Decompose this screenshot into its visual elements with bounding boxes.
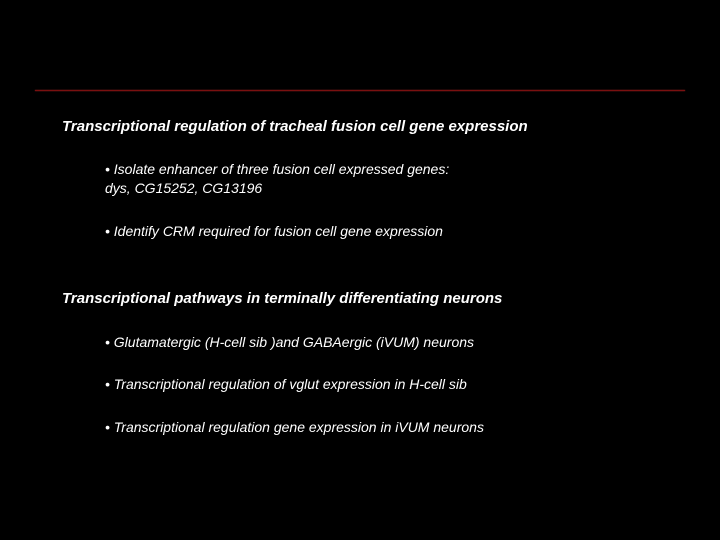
bullet-item: • Transcriptional regulation gene expres… [105,418,665,437]
section-heading-1: Transcriptional regulation of tracheal f… [62,118,528,135]
bullet-item: • Transcriptional regulation of vglut ex… [105,375,665,394]
section-heading-2: Transcriptional pathways in terminally d… [62,290,502,307]
bullet-item: • Glutamatergic (H-cell sib )and GABAerg… [105,333,665,352]
slide: Transcriptional regulation of tracheal f… [0,0,720,540]
horizontal-rule [35,90,685,91]
bullet-item: • Identify CRM required for fusion cell … [105,222,665,241]
bullet-item: • Isolate enhancer of three fusion cell … [105,160,665,198]
